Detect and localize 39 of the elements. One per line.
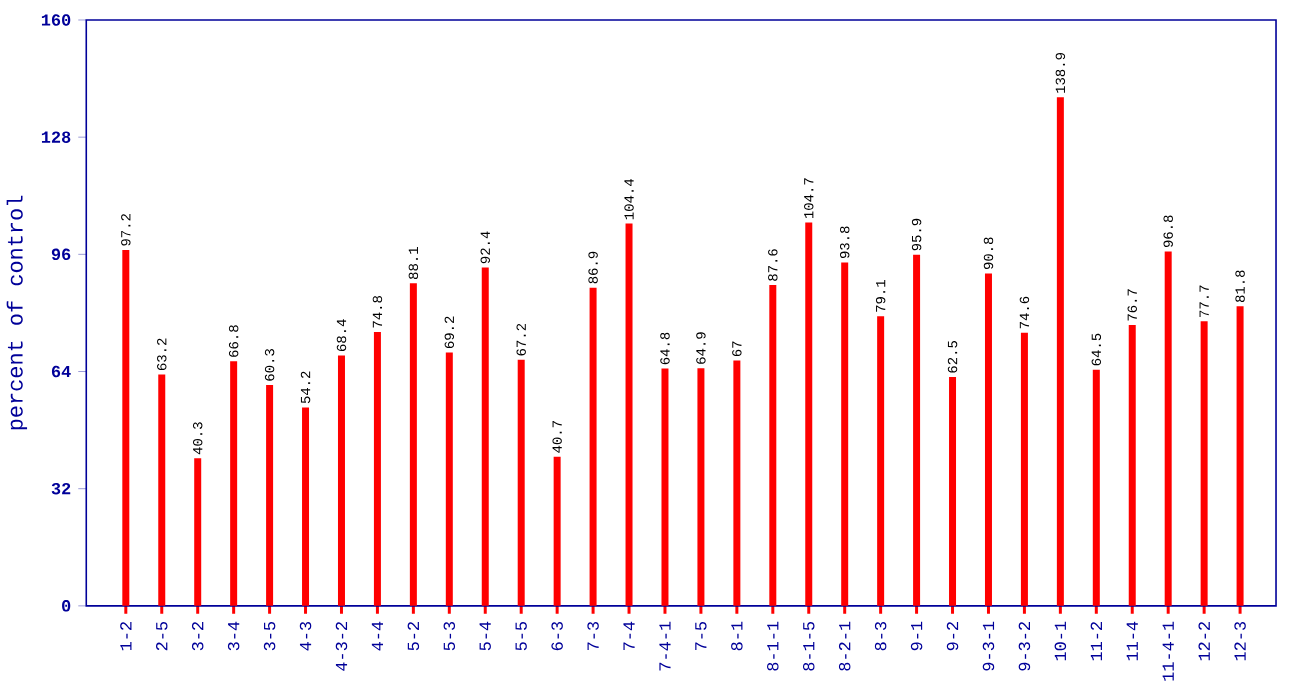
y-tick-label: 32 [51,482,71,495]
x-tick-label: 9-3-1 [982,621,995,671]
x-tick-label: 11-2 [1090,622,1102,661]
x-tick-label: 8-1-1 [767,621,779,671]
x-tick-label: 7-4-1 [659,621,671,671]
y-tick-label: 0 [62,600,71,612]
x-tick-label: 3-5 [263,622,276,651]
x-tick-label: 1-2 [120,622,132,651]
x-tick-label: 3-2 [191,622,204,651]
y-tick-label: 64 [51,365,71,378]
x-tick-label: 6-3 [551,622,563,651]
y-tick-label: 128 [41,131,71,143]
x-tick-label: 4-3 [299,622,312,651]
x-tick-label: 8-1 [731,621,743,651]
x-tick-label: 12-3 [1234,622,1246,661]
x-tick-label: 8-1-5 [802,622,815,671]
x-tick-label: 8-3 [874,622,887,651]
x-tick-label: 12-2 [1198,622,1210,661]
x-tick-label: 9-2 [946,622,959,651]
x-tick-label: 8-2-1 [838,621,851,671]
x-tick-label: 2-5 [156,622,168,651]
x-tick-label: 9-1 [910,621,923,651]
x-tick-label: 4-3-2 [335,622,348,671]
y-tick-label: 96 [51,248,71,261]
x-tick-label: 5-4 [479,621,491,651]
x-tick-label: 3-4 [227,621,240,651]
x-tick-label: 7-5 [695,622,707,651]
y-axis-title: percent of control [6,195,28,430]
y-tick-label: 160 [41,14,71,26]
x-tick-label: 11-4-1 [1162,621,1174,681]
x-tick-label: 7-4 [623,621,635,651]
x-tick-label: 5-5 [515,622,527,651]
x-tick-label: 10-1 [1054,621,1067,661]
x-tick-label: 4-4 [371,621,383,651]
x-tick-label: 5-2 [407,622,420,651]
x-tick-label: 9-3-2 [1018,622,1031,671]
x-tick-label: 11-4 [1126,621,1138,661]
x-tick-label: 5-3 [443,622,456,651]
x-tick-label: 7-3 [587,622,599,651]
